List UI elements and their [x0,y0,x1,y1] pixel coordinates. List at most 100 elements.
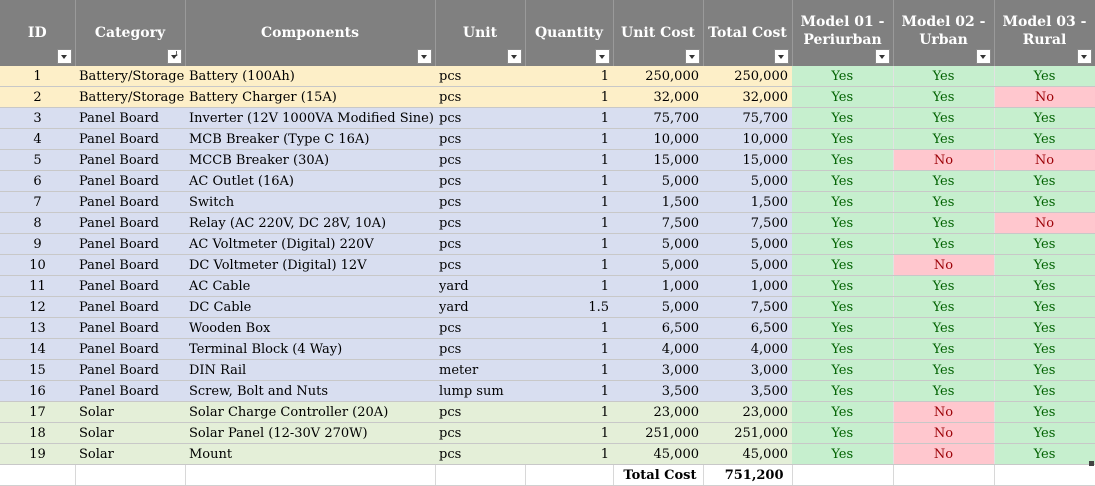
cell-unit[interactable]: pcs [435,87,525,108]
cell-total-cost[interactable]: 32,000 [703,87,792,108]
cell[interactable] [0,465,75,486]
filter-dropdown-icon[interactable] [774,49,789,64]
cell-quantity[interactable]: 1 [525,339,613,360]
cell-model-01[interactable]: Yes [792,213,893,234]
filter-dropdown-icon[interactable] [417,49,432,64]
cell-unit[interactable]: pcs [435,192,525,213]
cell-unit[interactable]: pcs [435,339,525,360]
cell-unit[interactable]: pcs [435,171,525,192]
cell-id[interactable]: 19 [0,444,75,465]
filter-dropdown-icon[interactable] [685,49,700,64]
cell-category[interactable]: Panel Board [75,255,185,276]
cell-model-03[interactable]: Yes [994,108,1095,129]
cell-unit[interactable]: meter [435,360,525,381]
cell-category[interactable]: Panel Board [75,150,185,171]
cell-model-03[interactable]: Yes [994,192,1095,213]
filter-dropdown-icon[interactable] [1077,49,1092,64]
cell-unit[interactable]: pcs [435,108,525,129]
cell-unit-cost[interactable]: 32,000 [613,87,703,108]
cell-model-01[interactable]: Yes [792,129,893,150]
cell-model-03[interactable]: Yes [994,297,1095,318]
cell-model-01[interactable]: Yes [792,192,893,213]
cell-category[interactable]: Panel Board [75,297,185,318]
cell-total-cost[interactable]: 1,000 [703,276,792,297]
filter-dropdown-icon[interactable] [976,49,991,64]
cell-id[interactable]: 2 [0,87,75,108]
cell-model-03[interactable]: Yes [994,255,1095,276]
cell-category[interactable]: Panel Board [75,171,185,192]
cell-quantity[interactable]: 1 [525,276,613,297]
cell-id[interactable]: 18 [0,423,75,444]
cell-model-03[interactable]: Yes [994,360,1095,381]
cell-component[interactable]: Terminal Block (4 Way) [185,339,435,360]
sorted-filter-dropdown-icon[interactable]: ↓ [167,49,182,64]
cell[interactable] [893,465,994,486]
cell-total-cost[interactable]: 3,000 [703,360,792,381]
cell-model-02[interactable]: Yes [893,108,994,129]
cell-model-01[interactable]: Yes [792,87,893,108]
cell-model-01[interactable]: Yes [792,66,893,87]
cell-model-02[interactable]: Yes [893,276,994,297]
cell-category[interactable]: Panel Board [75,318,185,339]
cell-model-03[interactable]: Yes [994,318,1095,339]
cell[interactable] [994,465,1095,486]
cell-unit-cost[interactable]: 4,000 [613,339,703,360]
cell-unit-cost[interactable]: 3,500 [613,381,703,402]
cell-category[interactable]: Solar [75,402,185,423]
cell-model-01[interactable]: Yes [792,423,893,444]
cell-model-02[interactable]: Yes [893,213,994,234]
cell-unit-cost[interactable]: 5,000 [613,297,703,318]
cell-id[interactable]: 17 [0,402,75,423]
cell-model-03[interactable]: Yes [994,171,1095,192]
cell-id[interactable]: 9 [0,234,75,255]
cell-category[interactable]: Panel Board [75,213,185,234]
cell-component[interactable]: Solar Panel (12-30V 270W) [185,423,435,444]
cell-total-cost[interactable]: 5,000 [703,171,792,192]
cell-model-03[interactable]: Yes [994,234,1095,255]
cell-unit-cost[interactable]: 5,000 [613,255,703,276]
cell-category[interactable]: Panel Board [75,381,185,402]
cell-model-01[interactable]: Yes [792,360,893,381]
cell-component[interactable]: Screw, Bolt and Nuts [185,381,435,402]
cell-unit-cost[interactable]: 250,000 [613,66,703,87]
filter-dropdown-icon[interactable] [507,49,522,64]
cell-unit[interactable]: pcs [435,129,525,150]
cell-category[interactable]: Panel Board [75,108,185,129]
cell-id[interactable]: 16 [0,381,75,402]
cell-unit-cost[interactable]: 251,000 [613,423,703,444]
cell-quantity[interactable]: 1.5 [525,297,613,318]
cell-component[interactable]: Wooden Box [185,318,435,339]
cell-total-cost[interactable]: 5,000 [703,255,792,276]
cell-model-02[interactable]: Yes [893,297,994,318]
cell-model-02[interactable]: Yes [893,129,994,150]
cell-quantity[interactable]: 1 [525,423,613,444]
cell-category[interactable]: Battery/Storage [75,66,185,87]
cell-model-02[interactable]: Yes [893,360,994,381]
cell-model-02[interactable]: Yes [893,381,994,402]
cell-model-02[interactable]: No [893,444,994,465]
cell[interactable] [185,465,435,486]
cell-component[interactable]: AC Outlet (16A) [185,171,435,192]
cell-category[interactable]: Panel Board [75,234,185,255]
cell-model-01[interactable]: Yes [792,381,893,402]
cell-model-03[interactable]: No [994,213,1095,234]
cell-total-cost[interactable]: 75,700 [703,108,792,129]
cell-component[interactable]: MCB Breaker (Type C 16A) [185,129,435,150]
cell-total-cost[interactable]: 5,000 [703,234,792,255]
cell-component[interactable]: Battery Charger (15A) [185,87,435,108]
cell-model-03[interactable]: No [994,87,1095,108]
cell-unit-cost[interactable]: 1,000 [613,276,703,297]
cell-quantity[interactable]: 1 [525,360,613,381]
cell-category[interactable]: Solar [75,423,185,444]
cell-quantity[interactable]: 1 [525,87,613,108]
filter-dropdown-icon[interactable] [875,49,890,64]
cell-id[interactable]: 14 [0,339,75,360]
